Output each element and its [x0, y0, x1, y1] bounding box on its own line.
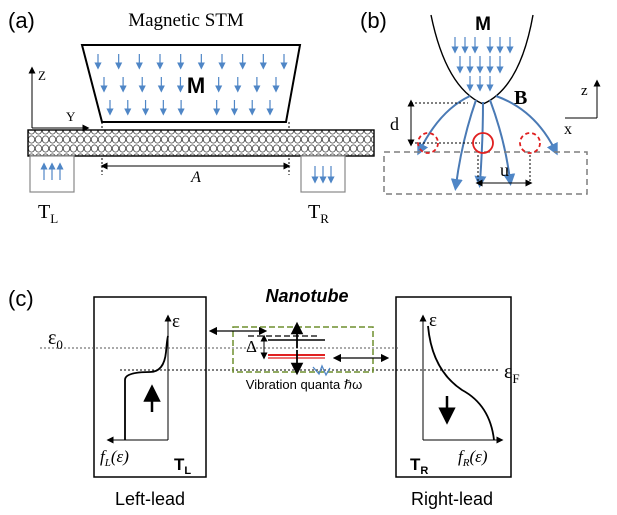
distance-label: d [390, 114, 399, 134]
field-line-5 [495, 95, 558, 156]
nanotube [27, 129, 375, 157]
right-distribution-label: fR(ε) [458, 447, 488, 469]
terminal-left-label: TL [38, 201, 58, 226]
stm-magnetization-arrows [94, 54, 288, 116]
panel-c-label: (c) [8, 286, 34, 311]
tip-magnet-label: M [475, 14, 491, 35]
field-line-1 [417, 95, 471, 156]
right-terminal-label: TR [410, 455, 428, 477]
tip-magnetization-arrows [451, 37, 514, 92]
terminal-right-label: TR [308, 201, 329, 226]
field-line-4 [489, 99, 516, 186]
terminal-right-down-arrows [311, 166, 335, 184]
nanotube-title: Nanotube [266, 286, 349, 306]
panel-c: (c) Nanotube ε fL(ε) TL Left-lead ε TR f… [8, 286, 520, 509]
axis-x-label-b: x [564, 121, 572, 138]
epsilon-zero-label: ε0 [48, 327, 63, 352]
delta-label: Δ [246, 337, 257, 356]
right-lead-caption: Right-lead [411, 489, 493, 509]
vibration-label: Vibration quanta ℏω [246, 377, 362, 392]
left-fermi-distribution [124, 335, 169, 440]
field-line-2 [450, 99, 477, 191]
right-fermi-distribution [427, 325, 495, 441]
axis-y-label: Y [66, 109, 76, 124]
fermi-level-label: εF [504, 361, 520, 386]
panel-b: (b) M B d u z x [360, 8, 601, 195]
vibration-squiggle [312, 364, 331, 377]
length-label: A [190, 169, 201, 186]
left-epsilon: ε [172, 311, 180, 332]
site-circle-right [519, 132, 541, 154]
terminal-left-up-arrows [40, 162, 64, 180]
site-circle-left [417, 132, 439, 154]
site-circle-center [472, 132, 494, 154]
field-label: B [514, 87, 527, 109]
stm-magnet-label: M [187, 73, 205, 98]
panel-a: (a) Magnetic STM M Z Y A TL TR [8, 8, 375, 226]
stm-title: Magnetic STM [128, 10, 244, 31]
right-lead-box [395, 296, 512, 478]
axis-z-label-b: z [581, 83, 588, 99]
field-line-3 [474, 101, 487, 188]
offset-label: u [500, 160, 509, 180]
substrate-region [383, 151, 588, 195]
panel-b-label: (b) [360, 8, 387, 33]
right-epsilon: ε [429, 310, 437, 331]
left-distribution-label: fL(ε) [100, 447, 129, 469]
left-lead-caption: Left-lead [115, 489, 185, 509]
axis-z-label: Z [38, 68, 46, 83]
left-terminal-label: TL [174, 455, 191, 477]
field-lines [417, 95, 558, 191]
panel-a-label: (a) [8, 8, 35, 33]
